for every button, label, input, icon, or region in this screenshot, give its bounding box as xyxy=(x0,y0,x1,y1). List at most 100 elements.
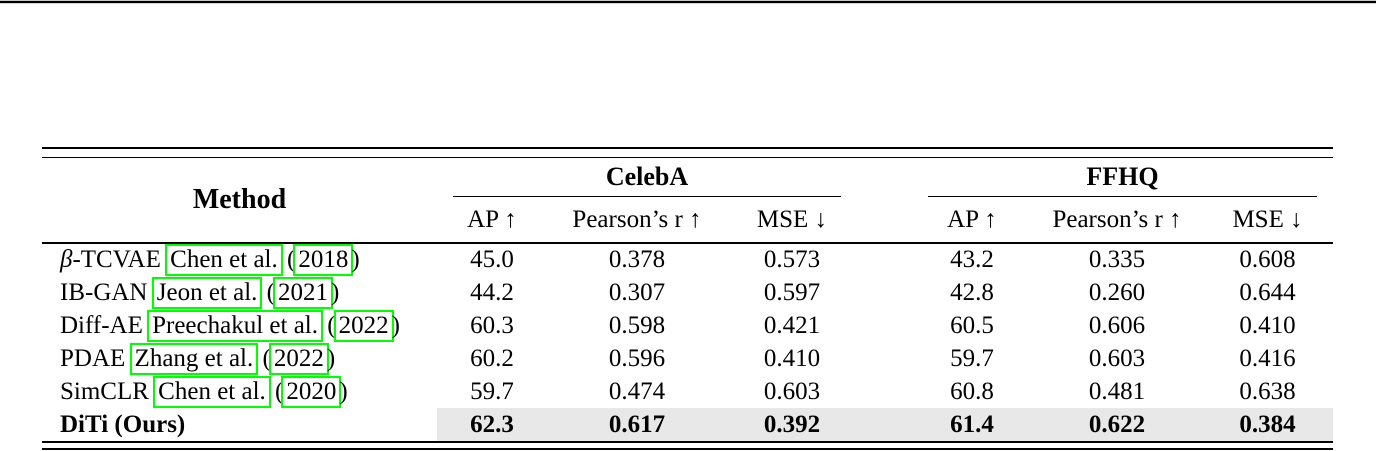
group-header-row: Method CelebA FFHQ xyxy=(42,158,1333,244)
cell-ffhq-mse: 0.410 xyxy=(1239,311,1296,339)
cell-ffhq-ap: 42.8 xyxy=(950,278,994,306)
method-column-header: Method xyxy=(42,158,437,244)
cell-ffhq-pearson: 0.481 xyxy=(1088,377,1146,405)
citation-link[interactable]: Zhang et al. xyxy=(129,342,259,375)
spacer-cell xyxy=(857,342,912,375)
paren-close: ) xyxy=(391,311,400,339)
method-cell: β-TCVAE Chen et al. (2018) xyxy=(42,243,437,276)
citation-year-link[interactable]: 2022 xyxy=(333,309,394,342)
method-name: Diff-AE xyxy=(60,311,143,339)
cell-celeba-pearson: 0.378 xyxy=(608,246,666,273)
cell-ffhq-ap: 61.4 xyxy=(912,408,1033,441)
cell-ffhq-ap: 60.5 xyxy=(950,311,994,339)
table-row-highlighted: DiTi (Ours) 62.3 0.617 0.392 61.4 0.622 … xyxy=(42,408,1334,441)
results-table-container: Method CelebA FFHQ AP ↑ Pearson’s r ↑ MS… xyxy=(42,147,1334,450)
citation-link[interactable]: Preechakul et al. xyxy=(147,309,324,342)
method-name: SimCLR xyxy=(60,377,149,405)
column-header-ffhq-ap: AP ↑ xyxy=(912,197,1033,244)
group-header-ffhq: FFHQ xyxy=(912,158,1333,197)
citation-year-link[interactable]: 2021 xyxy=(273,276,333,309)
cell-ffhq-mse: 0.384 xyxy=(1202,408,1334,441)
cell-ffhq-pearson: 0.603 xyxy=(1088,344,1146,372)
paren-open: ( xyxy=(287,246,296,273)
citation-link[interactable]: Chen et al. xyxy=(153,375,271,408)
cell-celeba-mse: 0.421 xyxy=(763,311,821,339)
method-name: DiTi (Ours) xyxy=(60,410,186,438)
paren-close: ) xyxy=(351,246,360,273)
ffhq-cmidrule xyxy=(928,196,1318,197)
cell-ffhq-pearson: 0.622 xyxy=(1032,408,1203,441)
cell-celeba-pearson: 0.596 xyxy=(608,344,666,372)
citation-year-link[interactable]: 2020 xyxy=(281,375,342,408)
spacer-cell xyxy=(857,276,912,309)
method-cell: Diff-AE Preechakul et al. (2022) xyxy=(42,309,437,342)
group-label-ffhq: FFHQ xyxy=(1086,162,1159,192)
method-cell: PDAE Zhang et al. (2022) xyxy=(42,342,437,375)
page-top-rule xyxy=(0,0,1376,4)
cell-celeba-pearson: 0.617 xyxy=(547,408,727,441)
cell-celeba-ap: 44.2 xyxy=(470,278,514,306)
cell-ffhq-mse: 0.608 xyxy=(1239,246,1296,273)
cell-ffhq-mse: 0.644 xyxy=(1239,278,1296,306)
column-header-celeba-pearson: Pearson’s r ↑ xyxy=(547,197,727,244)
cell-celeba-pearson: 0.598 xyxy=(608,311,666,339)
paren-close: ) xyxy=(326,344,336,372)
metric-header-row: AP ↑ Pearson’s r ↑ MSE ↓ AP ↑ Pearson’s … xyxy=(42,197,1334,244)
group-label-celeba: CelebA xyxy=(605,162,689,192)
table-row: β-TCVAE Chen et al. (2018) 45.0 0.378 0.… xyxy=(42,243,1333,276)
cell-ffhq-ap: 43.2 xyxy=(950,246,994,273)
cell-celeba-pearson: 0.307 xyxy=(608,278,666,306)
table-row: PDAE Zhang et al. (2022) 60.2 0.596 0.41… xyxy=(42,342,1333,375)
method-cell: IB-GAN Jeon et al. (2021) xyxy=(42,276,437,309)
group-header-celeba: CelebA xyxy=(437,158,857,197)
cell-ffhq-ap: 59.7 xyxy=(950,344,994,372)
citation-year-link[interactable]: 2018 xyxy=(293,244,354,276)
cell-ffhq-mse: 0.638 xyxy=(1239,377,1296,405)
cell-celeba-pearson: 0.474 xyxy=(608,377,666,405)
table-bottom-double-rule xyxy=(42,441,1333,450)
paren-close: ) xyxy=(339,377,348,405)
method-name: IB-GAN xyxy=(60,278,148,306)
column-header-celeba-ap: AP ↑ xyxy=(437,197,547,244)
column-header-celeba-mse: MSE ↓ xyxy=(727,197,858,244)
cell-celeba-ap: 62.3 xyxy=(437,408,547,441)
paren-close: ) xyxy=(331,278,340,306)
method-name: -TCVAE xyxy=(72,246,161,273)
spacer-cell xyxy=(857,243,912,276)
cell-ffhq-pearson: 0.335 xyxy=(1088,246,1146,273)
cell-celeba-mse: 0.392 xyxy=(727,408,858,441)
celeba-cmidrule xyxy=(453,196,842,197)
group-spacer xyxy=(857,158,913,244)
results-table: Method CelebA FFHQ AP ↑ Pearson’s r ↑ MS… xyxy=(42,158,1334,441)
cell-celeba-ap: 60.2 xyxy=(470,344,514,372)
citation-link[interactable]: Jeon et al. xyxy=(151,276,263,309)
cell-celeba-ap: 60.3 xyxy=(470,311,514,339)
citation-year-link[interactable]: 2022 xyxy=(268,342,329,375)
method-cell: DiTi (Ours) xyxy=(42,408,437,441)
cell-ffhq-ap: 60.8 xyxy=(950,377,994,405)
paren-open: ( xyxy=(262,344,271,372)
table-row: SimCLR Chen et al. (2020) 59.7 0.474 0.6… xyxy=(42,375,1333,408)
paren-open: ( xyxy=(327,311,336,339)
citation-link[interactable]: Chen et al. xyxy=(165,244,283,276)
spacer-cell xyxy=(857,309,912,342)
cell-celeba-ap: 45.0 xyxy=(470,246,514,273)
cell-celeba-mse: 0.603 xyxy=(763,377,821,405)
table-row: Diff-AE Preechakul et al. (2022) 60.3 0.… xyxy=(42,309,1333,342)
cell-celeba-mse: 0.410 xyxy=(763,344,821,372)
paren-open: ( xyxy=(275,377,284,405)
paren-open: ( xyxy=(266,278,275,306)
cell-ffhq-mse: 0.416 xyxy=(1239,344,1296,372)
cell-celeba-mse: 0.573 xyxy=(763,246,821,273)
table-row: IB-GAN Jeon et al. (2021) 44.2 0.307 0.5… xyxy=(42,276,1333,309)
spacer-cell xyxy=(857,375,912,408)
method-cell: SimCLR Chen et al. (2020) xyxy=(42,375,437,408)
cell-celeba-ap: 59.7 xyxy=(470,377,514,405)
column-header-ffhq-pearson: Pearson’s r ↑ xyxy=(1032,197,1203,244)
cell-ffhq-pearson: 0.260 xyxy=(1088,278,1146,306)
cell-celeba-mse: 0.597 xyxy=(763,278,821,306)
table-top-double-rule xyxy=(42,147,1333,158)
method-name: PDAE xyxy=(60,344,126,372)
method-name-math: β xyxy=(60,246,73,273)
column-header-ffhq-mse: MSE ↓ xyxy=(1202,197,1334,244)
